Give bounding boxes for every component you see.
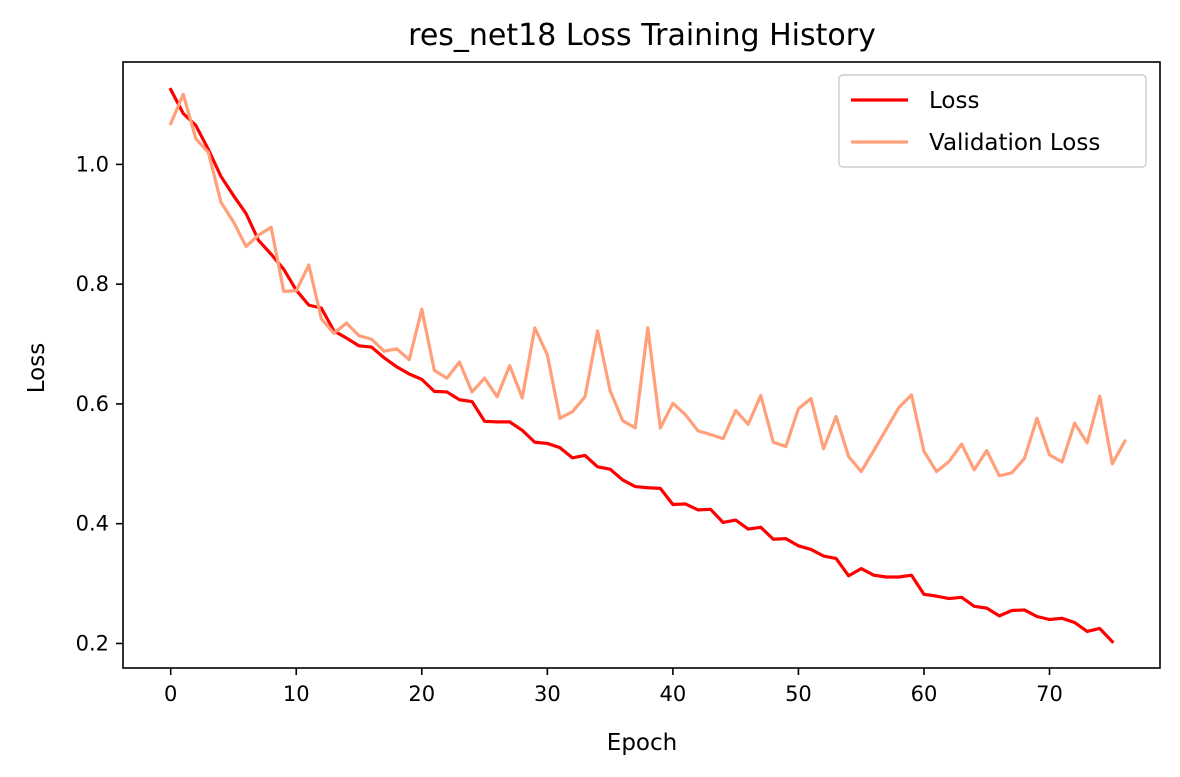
series-line-validation-loss xyxy=(168,92,1128,478)
y-tick-label: 0.8 xyxy=(76,272,109,296)
x-tick-label: 50 xyxy=(785,682,812,706)
y-tick-label: 0.6 xyxy=(76,392,109,416)
x-axis-label: Epoch xyxy=(607,730,677,756)
x-tick-label: 60 xyxy=(911,682,938,706)
y-tick-label: 0.2 xyxy=(76,631,109,655)
legend-box xyxy=(838,74,1147,168)
x-tick-label: 20 xyxy=(408,682,435,706)
x-tick-label: 0 xyxy=(164,682,177,706)
legend-label-loss: Loss xyxy=(929,88,979,114)
series-layer xyxy=(168,87,1128,644)
x-tick-label: 40 xyxy=(660,682,687,706)
x-axis-ticks: 0 10 20 30 40 50 60 70 xyxy=(164,668,1063,706)
legend: Loss Validation Loss xyxy=(838,74,1147,168)
x-tick-label: 10 xyxy=(283,682,310,706)
y-axis-ticks: 0.2 0.4 0.6 0.8 1.0 xyxy=(76,152,123,655)
x-tick-label: 30 xyxy=(534,682,561,706)
y-tick-label: 1.0 xyxy=(76,152,109,176)
series-line-loss xyxy=(168,87,1115,644)
chart-title: res_net18 Loss Training History xyxy=(408,18,876,53)
y-tick-label: 0.4 xyxy=(76,512,109,536)
y-axis-label: Loss xyxy=(24,343,50,393)
legend-label-validation-loss: Validation Loss xyxy=(929,130,1100,156)
x-tick-label: 70 xyxy=(1036,682,1063,706)
